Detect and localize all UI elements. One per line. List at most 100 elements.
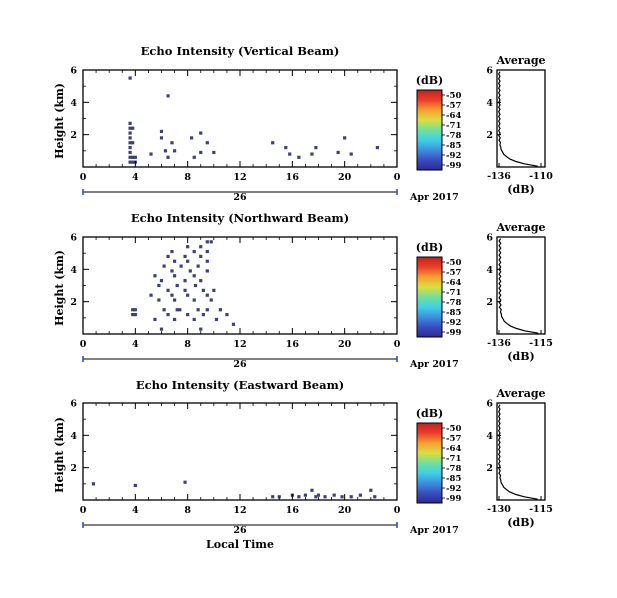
eastward-beam-panel: Echo Intensity (Eastward Beam) Height (k… xyxy=(53,378,553,536)
heatmap-plot: 0 4 8 12 16 20 0 6 4 2 xyxy=(70,399,401,528)
data-point xyxy=(183,279,187,283)
data-point xyxy=(157,298,161,302)
data-point xyxy=(91,482,96,486)
colorbar-tick-label: -85 xyxy=(446,141,461,151)
data-point xyxy=(349,495,353,499)
data-point xyxy=(369,488,373,492)
x-tick-label: 0 xyxy=(394,339,401,350)
data-point xyxy=(186,245,190,249)
data-point xyxy=(284,146,288,150)
data-point xyxy=(332,493,336,497)
panel-title: Echo Intensity (Vertical Beam) xyxy=(141,44,340,58)
y-axis-label: Height (km) xyxy=(53,250,66,326)
colorbar-tick-label: -64 xyxy=(446,278,461,288)
data-point xyxy=(188,269,192,273)
colorbar-tick-label: -57 xyxy=(446,434,461,444)
x-tick-label: 20 xyxy=(338,172,352,183)
data-point xyxy=(375,146,379,150)
data-point xyxy=(162,264,166,268)
data-point xyxy=(201,288,205,292)
data-point xyxy=(131,160,135,164)
x-tick-label: 0 xyxy=(394,505,401,516)
y-tick-label: 4 xyxy=(70,98,77,109)
data-point xyxy=(131,155,135,159)
y-axis-label: Height (km) xyxy=(53,417,66,493)
data-point xyxy=(153,317,157,322)
data-point xyxy=(159,129,164,134)
data-point xyxy=(310,488,314,492)
profile-y-tick-label: 6 xyxy=(486,66,493,77)
profile-y-tick-label: 2 xyxy=(486,130,493,141)
colorbar-tick-label: -78 xyxy=(446,464,461,474)
colorbar-gradient xyxy=(416,256,443,338)
data-point xyxy=(149,152,153,156)
data-point xyxy=(323,495,327,499)
data-point xyxy=(128,146,132,150)
x-tick-label: 20 xyxy=(338,505,352,516)
data-point xyxy=(192,249,196,254)
profile-x-tick-label: -136 xyxy=(487,338,511,349)
profile-title: Average xyxy=(495,54,545,67)
colorbar-tick-label: -85 xyxy=(446,474,461,484)
colorbar-unit: (dB) xyxy=(416,407,443,420)
data-point xyxy=(172,149,177,153)
colorbar-tick-label: -71 xyxy=(446,454,461,464)
data-point xyxy=(205,141,209,145)
profile-y-tick-label: 2 xyxy=(486,297,493,308)
data-point xyxy=(163,149,168,153)
panel-title: Echo Intensity (Northward Beam) xyxy=(131,211,349,225)
colorbar-tick-label: -92 xyxy=(446,151,461,161)
colorbar-tick-label: -78 xyxy=(446,298,461,308)
y-tick-label: 4 xyxy=(70,431,77,442)
date-day: 26 xyxy=(233,525,247,536)
x-tick-label: 16 xyxy=(286,505,300,516)
data-point xyxy=(157,283,161,288)
data-point xyxy=(201,313,205,317)
data-point xyxy=(133,313,137,317)
data-point xyxy=(128,121,132,125)
y-tick-label: 6 xyxy=(70,66,77,77)
data-point xyxy=(159,136,164,140)
data-point xyxy=(128,136,132,140)
x-tick-label: 12 xyxy=(233,505,246,516)
x-tick-label: 4 xyxy=(132,505,139,516)
data-point xyxy=(170,293,174,297)
x-tick-label: 16 xyxy=(286,339,300,350)
x-axis-label: Local Time xyxy=(206,538,274,551)
data-point xyxy=(166,155,170,159)
x-tick-label: 12 xyxy=(233,172,246,183)
data-point xyxy=(175,283,179,288)
data-point xyxy=(310,152,314,156)
data-point xyxy=(209,240,213,244)
profile-x-tick-label: -110 xyxy=(529,171,553,182)
data-point xyxy=(196,308,200,312)
data-point xyxy=(212,288,216,292)
data-point xyxy=(172,317,177,322)
colorbar-tick-label: -50 xyxy=(446,424,461,434)
northward-beam-panel: Echo Intensity (Northward Beam) Height (… xyxy=(53,211,553,370)
data-point xyxy=(175,308,179,312)
data-point xyxy=(166,254,170,258)
data-point xyxy=(303,493,308,497)
data-point xyxy=(193,283,198,288)
data-point xyxy=(131,141,135,145)
data-point xyxy=(170,269,174,273)
profile-x-tick-label: -115 xyxy=(529,338,553,349)
data-point xyxy=(205,293,209,297)
x-tick-label: 0 xyxy=(394,172,401,183)
data-point xyxy=(297,495,301,499)
data-point xyxy=(336,150,340,155)
data-point xyxy=(172,274,177,278)
data-point xyxy=(131,313,135,317)
data-point xyxy=(128,150,132,155)
data-point xyxy=(314,495,318,499)
data-point xyxy=(192,274,196,278)
data-point xyxy=(170,141,174,145)
data-point xyxy=(288,152,292,156)
profile-title: Average xyxy=(495,387,545,400)
data-point xyxy=(131,126,135,130)
profile-frame xyxy=(496,69,546,168)
data-point xyxy=(192,155,196,159)
x-tick-label: 8 xyxy=(184,339,191,350)
data-point xyxy=(128,155,132,159)
